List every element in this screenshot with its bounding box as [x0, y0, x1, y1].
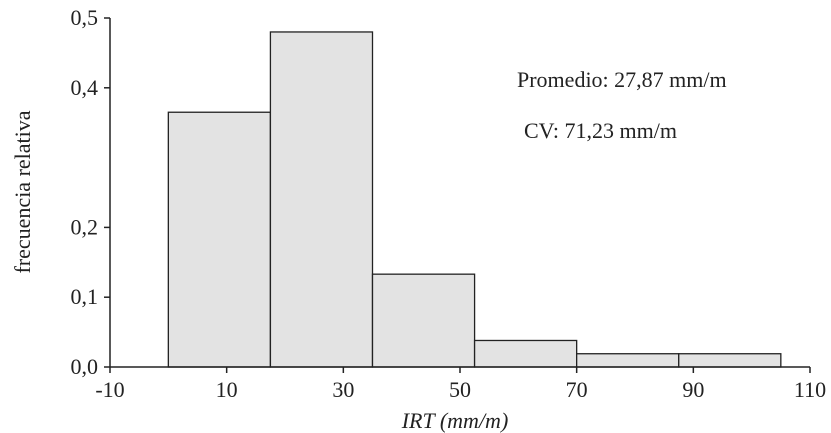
annotation-mean: Promedio: 27,87 mm/m [517, 67, 727, 92]
y-axis-title: frecuencia relativa [10, 110, 35, 273]
histogram-bar-3 [371, 273, 476, 368]
annotation-cv: CV: 71,23 mm/m [524, 118, 677, 143]
x-tick-label: 90 [682, 377, 704, 402]
y-tick-label: 0,0 [71, 354, 99, 379]
y-tick-label: 0,5 [71, 5, 99, 30]
x-tick-label: 110 [794, 377, 826, 402]
histogram-bar-5 [576, 353, 680, 368]
histogram-bar-6 [678, 353, 782, 368]
y-tick-label: 0,1 [71, 284, 99, 309]
x-tick-label: 70 [566, 377, 588, 402]
histogram-bar-1 [167, 111, 272, 368]
x-ticks-group: -10 10 30 50 70 90 110 [95, 367, 826, 402]
y-tick-label: 0,4 [71, 75, 99, 100]
y-ticks-group: 0,0 0,1 0,2 0,4 0,5 [71, 5, 110, 379]
histogram-bar-4 [473, 339, 578, 368]
x-tick-label: -10 [95, 377, 124, 402]
y-tick-label: 0,2 [71, 214, 99, 239]
x-tick-label: 30 [332, 377, 354, 402]
histogram-bar-2 [269, 31, 374, 368]
bars-group [167, 31, 782, 368]
x-axis-title: IRT (mm/m) [401, 408, 509, 433]
x-tick-label: 10 [216, 377, 238, 402]
x-tick-label: 50 [449, 377, 471, 402]
